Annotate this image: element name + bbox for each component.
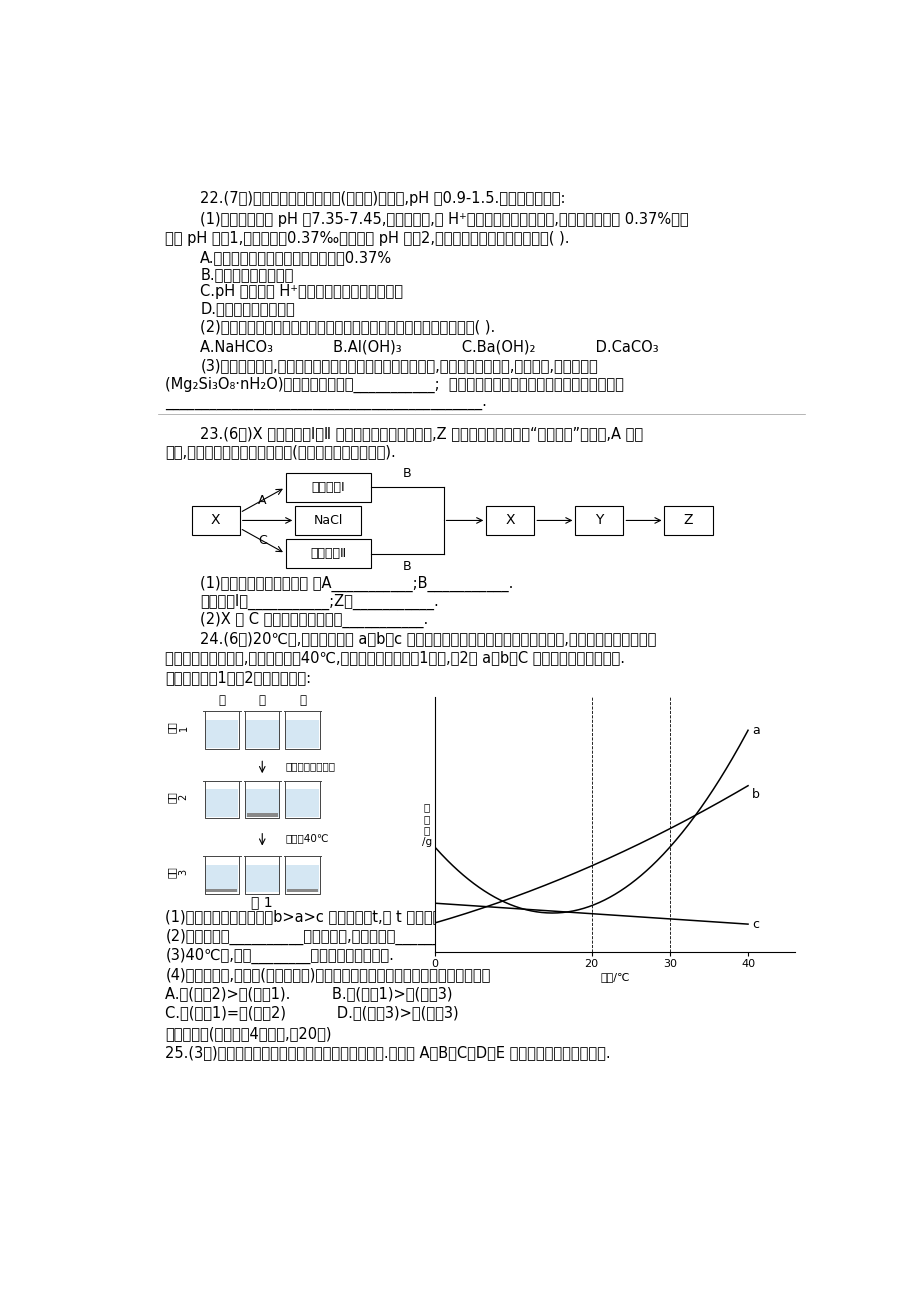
Text: 三、实验题(本题包括4个小题,入20分): 三、实验题(本题包括4个小题,入20分) — [165, 1026, 332, 1042]
Text: 请仔细阅读图1和图2回答下列问题:: 请仔细阅读图1和图2回答下列问题: — [165, 669, 312, 685]
Text: 图 2: 图 2 — [580, 896, 602, 909]
Text: NaCl: NaCl — [313, 514, 343, 527]
Text: Z: Z — [683, 513, 693, 527]
Text: 种碱,它们的有关变化如下图所示(微溶物以沉淠形式出现).: 种碱,它们的有关变化如下图所示(微溶物以沉淠形式出现). — [165, 444, 396, 460]
Text: B: B — [403, 467, 411, 480]
Text: 升温到40℃: 升温到40℃ — [285, 833, 329, 844]
Text: C.pH 与溶液的 H⁺离子浓度之间呈正比例关系: C.pH 与溶液的 H⁺离子浓度之间呈正比例关系 — [200, 284, 403, 299]
Polygon shape — [286, 720, 319, 747]
Text: X: X — [210, 513, 221, 527]
Text: A: A — [257, 493, 267, 506]
Y-axis label: 溶
解
度
/g: 溶 解 度 /g — [421, 802, 431, 846]
Text: B: B — [403, 560, 411, 573]
Text: D.人体的血液呈弱碱性: D.人体的血液呈弱碱性 — [200, 301, 295, 316]
Text: 丙: 丙 — [299, 694, 306, 707]
Polygon shape — [206, 720, 238, 747]
Text: C: C — [257, 534, 267, 547]
Text: C.甲(状态1)=乙(状态2)           D.乙(状态3)>丙(状态3): C.甲(状态1)=乙(状态2) D.乙(状态3)>丙(状态3) — [165, 1005, 459, 1021]
Text: (Mg₂Si₃O₈·nH₂O)改写成氧化物形式___________;  写出三硬酸镁晶体中和胃酸反应的化学方程式: (Mg₂Si₃O₈·nH₂O)改写成氧化物形式___________; 写出三硬… — [165, 378, 624, 393]
Text: 质量的相应固体溶质,将温度升高到40℃,固体的溶解情况如图1所示,图2为 a、b、C 三种物质的溶解度曲线.: 质量的相应固体溶质,将温度升高到40℃,固体的溶解情况如图1所示,图2为 a、b… — [165, 651, 625, 665]
Text: 乙: 乙 — [258, 694, 266, 707]
Text: (3)40℃时,烧杯________里的溶液中溶剂最少.: (3)40℃时,烧杯________里的溶液中溶剂最少. — [165, 948, 394, 963]
Text: b: b — [751, 788, 759, 801]
Text: (2)烧杯甲里是__________物质的溶液,烧杯乙里是__________物质的溶液: (2)烧杯甲里是__________物质的溶液,烧杯乙里是__________物… — [165, 928, 513, 945]
Text: 25.(3分)实验室里不同化学试剂的保存方法不尽相同.下图中 A、B、C、D、E 是一些保存药品的试剂瓶.: 25.(3分)实验室里不同化学试剂的保存方法不尽相同.下图中 A、B、C、D、E… — [165, 1046, 610, 1061]
Text: X: X — [505, 513, 515, 527]
FancyBboxPatch shape — [295, 505, 360, 535]
Polygon shape — [245, 789, 278, 816]
Text: B.胃液与血液都呈酸性: B.胃液与血液都呈酸性 — [200, 267, 293, 283]
Text: 酸的 pH 约为1,质量分数为0.37‰的盐酸的 pH 约为2,那么下列的哪种说法是正确的( ).: 酸的 pH 约为1,质量分数为0.37‰的盐酸的 pH 约为2,那么下列的哪种说… — [165, 230, 569, 246]
Text: 24.(6分)20℃时,取相同质量的 a、b、c 三种物质的饱和溶液分别置于三个烧杯中,再分别向其中加入相同: 24.(6分)20℃时,取相同质量的 a、b、c 三种物质的饱和溶液分别置于三个… — [200, 631, 656, 646]
Text: Y: Y — [595, 513, 603, 527]
Text: (1)写出下列物质的化学式 ：A___________;B___________.: (1)写出下列物质的化学式 ：A___________;B___________… — [200, 575, 513, 592]
Text: 23.(6分)X 和白色沉淠Ⅰ、Ⅱ 都是含有镁元素的化合物,Z 是一种能使地球产生“温室效应”的气体,A 是一: 23.(6分)X 和白色沉淠Ⅰ、Ⅱ 都是含有镁元素的化合物,Z 是一种能使地球产… — [200, 426, 642, 441]
Text: (2)胃液酸度增高就会患胃酸过多症，其治疗药物的有效成分不可能是( ).: (2)胃液酸度增高就会患胃酸过多症，其治疗药物的有效成分不可能是( ). — [200, 319, 495, 335]
FancyBboxPatch shape — [664, 505, 711, 535]
FancyBboxPatch shape — [191, 505, 240, 535]
FancyBboxPatch shape — [285, 473, 370, 503]
Polygon shape — [287, 888, 318, 892]
Polygon shape — [206, 865, 238, 892]
Polygon shape — [246, 812, 278, 816]
Text: 状态
2: 状态 2 — [166, 792, 188, 803]
Text: (1)正常人血液的 pH 为7.35-7.45,与胃液相比,其 H⁺离子浓度要低几百万倍,已知质量分数为 0.37%的盐: (1)正常人血液的 pH 为7.35-7.45,与胃液相比,其 H⁺离子浓度要低… — [200, 212, 688, 227]
Text: (3)三硬酸镁晶体,是一种用来治疗胃溃疡的药物的主要成分,服用后能中和胃酸,作用持久,把三硬酸镁: (3)三硬酸镁晶体,是一种用来治疗胃溃疡的药物的主要成分,服用后能中和胃酸,作用… — [200, 358, 597, 372]
Polygon shape — [245, 720, 278, 747]
Text: 白色沉淠Ⅱ: 白色沉淠Ⅱ — [310, 547, 346, 560]
X-axis label: 温度/℃: 温度/℃ — [599, 971, 630, 982]
Polygon shape — [206, 888, 237, 892]
FancyBboxPatch shape — [486, 505, 534, 535]
Text: 状态
1: 状态 1 — [166, 721, 188, 733]
Polygon shape — [206, 789, 238, 816]
Text: 白色沉淠Ⅰ: 白色沉淠Ⅰ — [311, 480, 345, 493]
FancyBboxPatch shape — [285, 539, 370, 568]
Text: a: a — [751, 724, 759, 737]
Text: c: c — [751, 918, 758, 931]
Text: 甲: 甲 — [218, 694, 225, 707]
Text: 加等质量固体溶质: 加等质量固体溶质 — [285, 762, 335, 771]
Polygon shape — [286, 789, 319, 816]
Text: 白色沉淠Ⅰ是___________;Z是___________.: 白色沉淠Ⅰ是___________;Z是___________. — [200, 594, 438, 609]
Text: (1)三种物质溶解度关系为b>a>c 时的温度为t,则 t 的取値范围是_____________.: (1)三种物质溶解度关系为b>a>c 时的温度为t,则 t 的取値范围是____… — [165, 909, 560, 926]
Text: ___________________________________________.: ________________________________________… — [165, 397, 487, 411]
FancyBboxPatch shape — [574, 505, 623, 535]
Polygon shape — [245, 865, 278, 892]
Polygon shape — [286, 865, 319, 892]
Text: A.NaHCO₃             B.Al(OH)₃             C.Ba(OH)₂             D.CaCO₃: A.NaHCO₃ B.Al(OH)₃ C.Ba(OH)₂ D.CaCO₃ — [200, 340, 658, 354]
Text: 22.(7分)人的胃液是一种呈酸性(含盐酸)的液体,pH 为0.9-1.5.试回答下列问题:: 22.(7分)人的胃液是一种呈酸性(含盐酸)的液体,pH 为0.9-1.5.试回… — [200, 191, 565, 206]
Text: A.甲(状态2)>甲(状态1).         B.乙(状态1)>甲(状态3): A.甲(状态2)>甲(状态1). B.乙(状态1)>甲(状态3) — [165, 987, 452, 1001]
Text: (2)X 跟 C 反应的化学方程式是___________.: (2)X 跟 C 反应的化学方程式是___________. — [200, 612, 428, 628]
Text: (4)各种状态下,各烧杯(甲、乙、丙)里的溶液中溶质质量分数的比较一定正确的是: (4)各种状态下,各烧杯(甲、乙、丙)里的溶液中溶质质量分数的比较一定正确的是 — [165, 967, 490, 982]
Text: 状态
3: 状态 3 — [166, 866, 188, 879]
Text: 图 1: 图 1 — [251, 896, 273, 909]
Text: A.胃液中含盐酸的质量分数明显小于0.37%: A.胃液中含盐酸的质量分数明显小于0.37% — [200, 250, 391, 266]
